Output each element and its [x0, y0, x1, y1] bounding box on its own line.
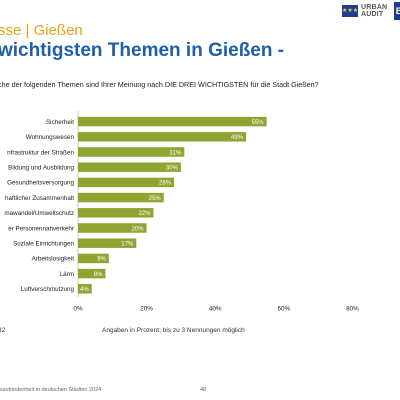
category-label: Soziale Einrichtungen [13, 241, 74, 248]
chart-footnote: Angaben in Prozent; bis zu 3 Nennungen m… [102, 327, 245, 334]
category-label: Gesundheitsversorgung [7, 180, 74, 187]
bar [78, 177, 175, 188]
bar-value-label: 49% [231, 135, 244, 141]
page-number: 48 [200, 387, 207, 393]
footer-text: szufriedenheit in deutschen Städten 2024 [0, 387, 102, 393]
bar-value-label: 20% [132, 226, 145, 232]
x-tick-label: 40% [209, 305, 222, 312]
bar [78, 253, 109, 264]
urban-audit-logo: ★★★ URBAN AUDIT [342, 2, 394, 20]
category-label: haftlicher Zusammenhalt [5, 195, 74, 202]
bar [78, 208, 154, 218]
x-tick-label: 80% [346, 305, 359, 312]
bar-value-label: 25% [149, 196, 162, 202]
category-label: Arbeitslosigkeit [32, 256, 75, 263]
bar-value-label: 8% [94, 272, 103, 278]
bar-value-label: 30% [166, 166, 179, 172]
bar-chart: Sicherheit 55% Wohnungswesen 49% nfrastruktu… [4, 111, 359, 312]
bar [78, 162, 181, 172]
category-label: Wohnungswesen [26, 134, 75, 141]
logo-box: B [394, 2, 400, 20]
category-label: er Personennahverkehr [8, 225, 74, 232]
bar [78, 268, 106, 279]
category-label: mawandel/Umweltschutz [4, 210, 74, 217]
bar [78, 116, 267, 127]
page-title: wichtigsten Themen in Gießen - [0, 40, 285, 61]
header-kicker-text: sse | Gießen [0, 22, 83, 39]
bar [78, 192, 164, 203]
eu-flag-icon: ★★★ [342, 5, 358, 17]
x-tick-label: 0% [73, 305, 83, 312]
bar-value-label: 31% [169, 150, 182, 156]
category-label: Luftverschmutzung [21, 286, 75, 293]
survey-question: che der folgenden Themen sind Ihrer Mein… [0, 80, 319, 89]
bar [78, 284, 92, 294]
bar-value-label: 22% [138, 211, 151, 217]
x-tick-label: 20% [140, 305, 153, 312]
category-label: Sicherheit [46, 119, 74, 126]
bar-value-label: 55% [252, 120, 265, 126]
x-tick-label: 60% [277, 305, 290, 312]
logo-text-line-1: URBAN [361, 4, 388, 11]
bar [78, 238, 137, 248]
category-label: Bildung und Ausbildung [8, 165, 74, 172]
category-label: nfrastruktur der Straßen [7, 149, 74, 156]
bar-value-label: 17% [121, 242, 134, 248]
logo-text: URBAN AUDIT [361, 4, 387, 18]
bar [78, 147, 185, 157]
category-label: Lärm [60, 271, 74, 278]
logo-text-line-2: AUDIT [361, 11, 384, 18]
bar-value-label: 9% [97, 257, 106, 263]
bar [78, 132, 247, 142]
bar-value-label: 4% [80, 287, 89, 293]
base-note: 32 [0, 327, 6, 334]
bar-value-label: 28% [159, 181, 172, 187]
bar [78, 223, 147, 233]
